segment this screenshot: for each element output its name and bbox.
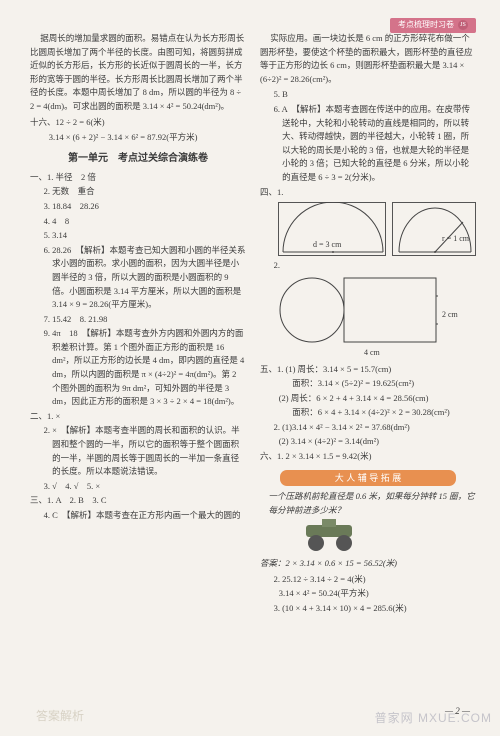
q3-6: 6. A 【解析】本题考查圆在传送中的应用。在皮带传送轮中，大轮和小轮转动的直线…	[260, 103, 476, 185]
q5-2-2: (2) 3.14 × (4÷2)² = 3.14(dm²)	[260, 435, 476, 449]
semicircle-r-icon	[393, 202, 475, 256]
q1-3: 3. 18.84 28.26	[30, 200, 246, 214]
q1-head: 一、1.	[30, 172, 53, 182]
diag1-r-label: r = 1 cm	[442, 233, 469, 246]
left-paragraph-1: 据周长的增加量求圆的面积。易错点在认为长方形周长比圆周长增加了两个半径的长度。由…	[30, 32, 246, 114]
right-paragraph-top: 实际应用。画一块边长是 6 cm 的正方形碎花布做一个圆形杯垫，要使这个杯垫的面…	[260, 32, 476, 86]
q2-345: 3. √ 4. √ 5. ×	[30, 480, 246, 494]
tutor-question: 一个压路机前轮直径是 0.6 米，如果每分钟转 15 圈，它每分钟前进多少米？	[260, 490, 476, 517]
q5-1a: 五、1. (1) 周长：3.14 × 5 = 15.7(cm)	[260, 363, 476, 377]
q1-6: 6. 28.26 【解析】本题考查已知大圆和小圆的半径关系求小圆的面积。求小圆的…	[30, 244, 246, 312]
q6-3: 3. (10 × 4 + 3.14 × 10) × 4 = 285.6(米)	[260, 602, 476, 616]
roller-icon	[300, 519, 370, 553]
q1-5: 5. 3.14	[30, 229, 246, 243]
q5-2-1: 2. (1)3.14 × 4² − 3.14 × 2² = 37.68(dm²)	[260, 421, 476, 435]
circle-rect-icon	[278, 276, 438, 348]
tutor-band: 大 人 辅 导 拓 展	[280, 470, 456, 486]
section-title: 第一单元 考点过关综合演练卷	[30, 151, 246, 167]
q1-7: 7. 15.42 8. 21.98	[30, 313, 246, 327]
diagram-1-left: d = 3 cm	[278, 202, 386, 256]
q6-2b: 3.14 × 4² = 50.24(平方米)	[260, 587, 476, 601]
q5-2b: 面积：6 × 4 + 3.14 × (4÷2)² × 2 = 30.28(cm²…	[260, 406, 476, 420]
q1-1: 一、1. 半径 2 倍	[30, 171, 246, 185]
q6-1: 六、1. 2 × 3.14 × 1.5 = 9.42(米)	[260, 450, 476, 464]
header-title: 考点梳理时习卷	[398, 20, 454, 29]
q1-4: 4. 4 8	[30, 215, 246, 229]
q6-2a: 2. 25.12 ÷ 3.14 ÷ 2 = 4(米)	[260, 573, 476, 587]
item-16a: 十六、12 ÷ 2 = 6(米)	[30, 116, 246, 130]
header-band: 考点梳理时习卷 JS	[390, 18, 476, 33]
header-badge-icon: JS	[458, 20, 468, 30]
diag1-d-label: d = 3 cm	[313, 239, 341, 252]
q2-2: 2. × 【解析】本题考查半圆的周长和面积的认识。半圆和整个圆的一半，所以它的面…	[30, 424, 246, 478]
q3-4: 4. C 【解析】本题考查在正方形内画一个最大的圆的	[30, 509, 246, 523]
q1-9: 9. 4π 18 【解析】本题考查外方内圆和外圆内方的面积差积计算。第 1 个图…	[30, 327, 246, 409]
tutor-image	[300, 519, 476, 553]
diagram-1: d = 3 cm r = 1 cm	[278, 202, 476, 256]
item-16b: 3.14 × (6 + 2)² − 3.14 × 6² = 87.92(平方米)	[30, 131, 246, 145]
watermark-right: 普家网 MXUE.COM	[375, 709, 492, 728]
page-content: 据周长的增加量求圆的面积。易错点在认为长方形周长比圆周长增加了两个半径的长度。由…	[0, 0, 500, 637]
left-column: 据周长的增加量求圆的面积。易错点在认为长方形周长比圆周长增加了两个半径的长度。由…	[30, 32, 246, 617]
q1-2: 2. 无数 重合	[30, 185, 246, 199]
diagram-1-right: r = 1 cm	[392, 202, 476, 256]
q4-1-label: 四、1.	[260, 186, 476, 200]
q3-123: 三、1. A 2. B 3. C	[30, 494, 246, 508]
q1-a: 半径 2 倍	[56, 172, 96, 182]
q5-1b: 面积：3.14 × (5÷2)² = 19.625(cm²)	[260, 377, 476, 391]
diagram-2: 2 cm	[278, 276, 476, 348]
q4-2-label: 2.	[260, 259, 476, 273]
right-column: 实际应用。画一块边长是 6 cm 的正方形碎花布做一个圆形杯垫，要使这个杯垫的面…	[260, 32, 476, 617]
q3-5: 5. B	[260, 88, 476, 102]
q5-2a: (2) 周长：6 × 2 + 4 + 3.14 × 4 = 28.56(cm)	[260, 392, 476, 406]
watermark-left: 答案解析	[36, 707, 84, 726]
q2-1: 二、1. ×	[30, 410, 246, 424]
tutor-answer: 答案：2 × 3.14 × 0.6 × 15 = 56.52(米)	[260, 557, 476, 571]
diag2-bottom: 4 cm	[364, 347, 476, 360]
diag2-side: 2 cm	[442, 309, 458, 322]
